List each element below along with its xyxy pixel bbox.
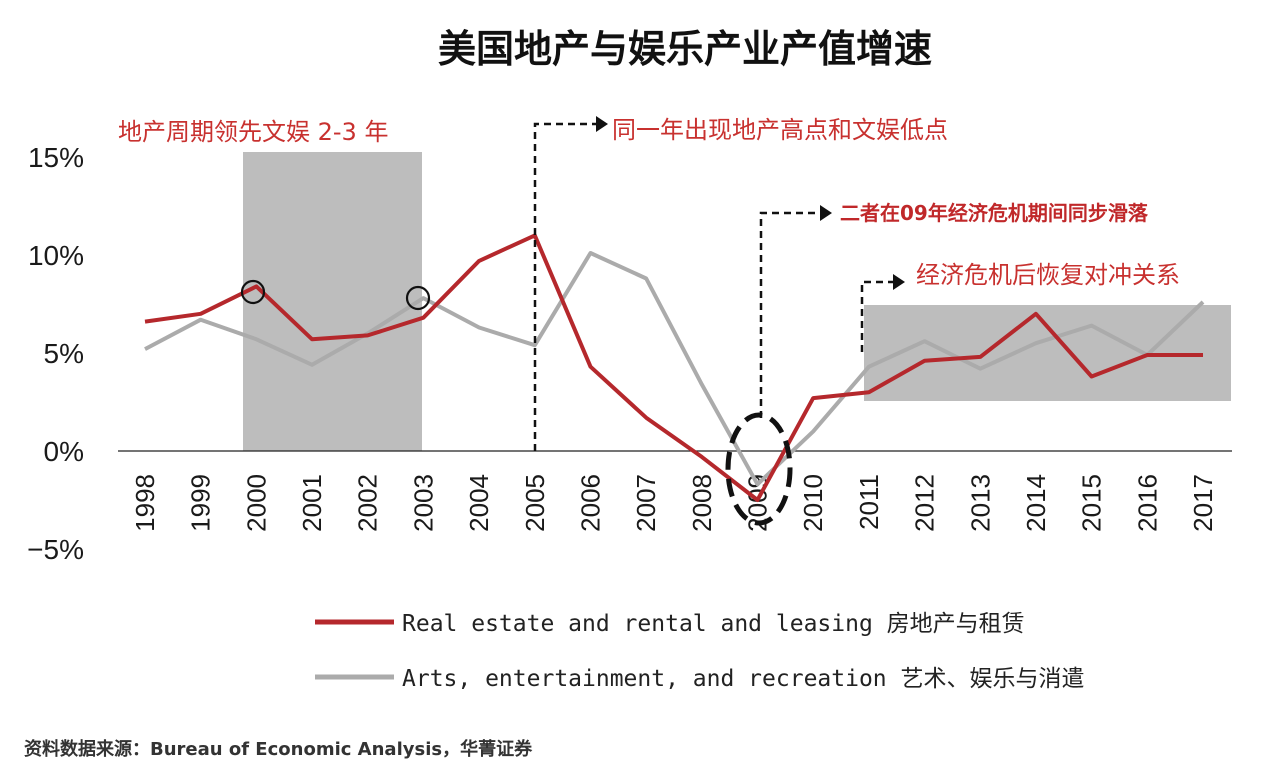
x-tick-label: 2017 <box>1188 474 1218 532</box>
marker-ellipse-2009 <box>725 412 793 526</box>
x-tick-label: 2013 <box>965 474 995 532</box>
x-tick-label: 1999 <box>186 474 216 532</box>
x-tick-label: 2006 <box>575 474 605 532</box>
shaded-bands <box>243 152 1231 451</box>
marker-circle-2000 <box>240 279 266 305</box>
y-tick-label: 5% <box>44 338 84 369</box>
annotation-after-arrow <box>893 274 905 290</box>
annotation-peak-connector <box>533 122 596 451</box>
annotation-after: 经济危机后恢复对冲关系 <box>916 261 1180 289</box>
x-axis: 1998 1999 2000 2001 2002 2003 2004 2005 2006 2007… <box>130 474 1218 532</box>
x-tick-label: 1998 <box>130 474 160 532</box>
annotation-peak-arrow <box>596 116 608 132</box>
x-tick-label: 2016 <box>1132 474 1162 532</box>
y-axis: 15% 10% 5% 0% −5% <box>27 142 84 565</box>
y-tick-label: 15% <box>28 142 84 173</box>
legend: Real estate and rental and leasing 房地产与租… <box>315 611 1085 692</box>
x-tick-label: 2012 <box>910 474 940 532</box>
y-tick-label: 0% <box>44 436 84 467</box>
x-tick-label: 2010 <box>798 474 828 532</box>
y-tick-label: 10% <box>28 240 84 271</box>
x-tick-label: 2005 <box>520 474 550 532</box>
legend-label-arts: Arts, entertainment, and recreation 艺术、娱… <box>402 666 1085 692</box>
x-tick-label: 2003 <box>408 474 438 532</box>
x-tick-label: 2004 <box>464 474 494 532</box>
x-tick-label: 2002 <box>353 474 383 532</box>
series-real-estate <box>144 233 1204 502</box>
chart-title: 美国地产与娱乐产业产值增速 <box>438 26 932 71</box>
marker-circle-2003 <box>405 285 431 311</box>
line-real-estate <box>144 233 1203 502</box>
annotation-crisis-arrow <box>820 205 832 221</box>
y-tick-label: −5% <box>27 534 84 565</box>
annotation-lead: 地产周期领先文娱 2-3 年 <box>118 118 388 146</box>
x-tick-label: 2011 <box>854 474 884 530</box>
annotation-peak: 同一年出现地产高点和文娱低点 <box>612 116 948 144</box>
annotation-crisis-connector <box>759 211 820 418</box>
x-tick-label: 2014 <box>1021 474 1051 532</box>
x-tick-label: 2000 <box>241 474 271 532</box>
x-tick-label: 2001 <box>297 474 327 532</box>
annotation-crisis: 二者在09年经济危机期间同步滑落 <box>840 201 1149 225</box>
line-arts <box>144 251 1205 487</box>
x-tick-label: 2015 <box>1077 474 1107 532</box>
x-tick-label: 2007 <box>631 474 661 532</box>
legend-label-real-estate: Real estate and rental and leasing 房地产与租… <box>402 611 1025 637</box>
series-arts <box>144 251 1205 487</box>
annotation-layer: 地产周期领先文娱 2-3 年 同一年出现地产高点和文娱低点 二者在09年经济危机… <box>118 116 1180 526</box>
series-layer <box>144 233 1205 502</box>
annotation-after-connector <box>860 280 893 352</box>
x-tick-label: 2008 <box>687 474 717 532</box>
source-note: 资料数据来源：Bureau of Economic Analysis，华菁证券 <box>24 738 533 760</box>
